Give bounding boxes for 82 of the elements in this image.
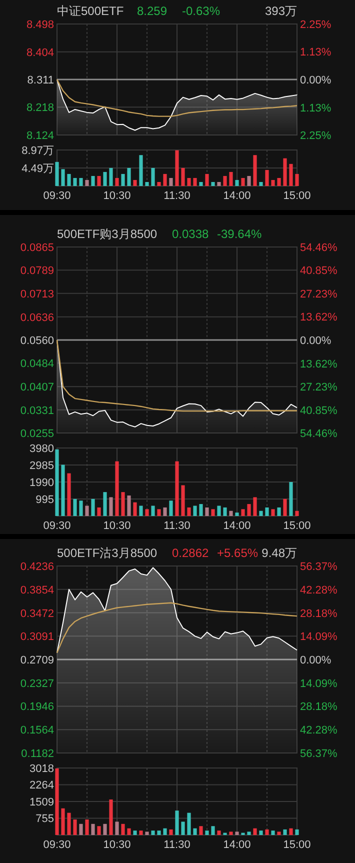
- y-tick-label: 1990: [30, 477, 54, 489]
- text: 393万: [264, 4, 297, 18]
- chart-title: 500ETF购3月8500: [57, 227, 158, 241]
- x-tick-label: 11:30: [164, 839, 190, 851]
- y2-tick-label: 1.13%: [300, 46, 332, 59]
- y2-tick-label: 2.25%: [300, 19, 332, 31]
- y-tick-label: 0.0255: [20, 428, 54, 440]
- y2-tick-label: 0.00%: [300, 74, 332, 86]
- y-tick-label: 1509: [30, 796, 54, 808]
- y2-tick-label: 54.46%: [300, 428, 338, 440]
- y2-tick-label: 27.23%: [300, 288, 338, 300]
- text: 0.0338: [172, 227, 210, 241]
- chart-title: 500ETF沽3月8500: [57, 546, 158, 560]
- y2-tick-label: 28.18%: [300, 608, 338, 620]
- y2-tick-label: 28.18%: [300, 701, 338, 714]
- y2-tick-label: 56.37%: [300, 748, 338, 760]
- y2-tick-label: 0.00%: [300, 335, 332, 347]
- y-tick-label: 0.1182: [21, 748, 54, 760]
- x-tick-label: 10:30: [103, 839, 131, 851]
- x-tick-label: 14:00: [223, 190, 251, 202]
- y2-tick-label: 54.46%: [300, 242, 338, 254]
- y-tick-label: 0.3854: [20, 584, 54, 596]
- y-tick-label: 0.0484: [20, 358, 54, 370]
- y-tick-label: 0.0865: [20, 242, 54, 254]
- y2-tick-label: 1.13%: [300, 102, 332, 114]
- x-tick-label: 11:30: [164, 520, 190, 532]
- y-tick-label: 755: [36, 813, 54, 826]
- x-tick-label: 11:30: [164, 190, 190, 202]
- y-tick-label: 4.49万: [22, 162, 54, 175]
- y-tick-label: 0.3472: [20, 608, 54, 620]
- text: -39.64%: [217, 227, 262, 241]
- y2-tick-label: 40.85%: [300, 265, 338, 278]
- y-tick-label: 0.0560: [20, 335, 54, 347]
- y-tick-label: 0.1564: [20, 724, 54, 737]
- y-tick-label: 0.0407: [20, 382, 54, 394]
- y-tick-label: 995: [36, 494, 54, 506]
- y2-tick-label: 2.25%: [300, 130, 332, 142]
- x-tick-label: 15:00: [283, 839, 311, 851]
- y-tick-label: 2985: [30, 460, 54, 472]
- y2-tick-label: 13.62%: [300, 358, 338, 370]
- y-tick-label: 3018: [30, 763, 54, 775]
- y2-tick-label: 42.28%: [300, 724, 338, 737]
- y-tick-label: 8.404: [26, 46, 54, 59]
- y2-tick-label: 42.28%: [300, 584, 338, 596]
- chart-title: 中证500ETF: [57, 4, 124, 18]
- y-tick-label: 0.4236: [20, 561, 54, 573]
- y2-tick-label: 14.09%: [300, 678, 338, 690]
- text: -0.63%: [182, 4, 220, 18]
- y2-tick-label: 14.09%: [300, 631, 338, 644]
- y-tick-label: 8.124: [26, 130, 54, 142]
- y-tick-label: 0.1946: [20, 701, 54, 714]
- y2-tick-label: 13.62%: [300, 312, 338, 324]
- y-tick-label: 0.2709: [20, 654, 54, 666]
- y-tick-label: 8.97万: [22, 145, 54, 157]
- x-tick-label: 09:30: [43, 520, 71, 532]
- y2-tick-label: 0.00%: [300, 654, 332, 666]
- y-tick-label: 0.2327: [20, 678, 54, 690]
- text: 0.2862: [172, 546, 210, 560]
- y-tick-label: 8.311: [27, 74, 54, 86]
- text: 8.259: [137, 4, 168, 18]
- y2-tick-label: 40.85%: [300, 404, 338, 417]
- y2-tick-label: 56.37%: [300, 561, 338, 573]
- text: 9.48万: [262, 546, 297, 560]
- x-tick-label: 10:30: [103, 520, 131, 532]
- y-tick-label: 2264: [30, 780, 54, 792]
- y-tick-label: 8.498: [26, 19, 54, 31]
- y-tick-label: 0.0713: [20, 288, 54, 300]
- text: +5.65%: [217, 546, 258, 560]
- x-tick-label: 15:00: [283, 190, 311, 202]
- y-tick-label: 0.0789: [20, 265, 54, 278]
- y-tick-label: 0.0331: [20, 404, 54, 417]
- y-tick-label: 0.3091: [20, 631, 54, 644]
- x-tick-label: 09:30: [43, 839, 71, 851]
- x-tick-label: 14:00: [223, 520, 251, 532]
- x-tick-label: 10:30: [103, 190, 131, 202]
- y-tick-label: 0.0636: [20, 312, 54, 324]
- y2-tick-label: 27.23%: [300, 382, 338, 394]
- x-tick-label: 09:30: [43, 190, 71, 202]
- x-tick-label: 14:00: [223, 839, 251, 851]
- y-tick-label: 8.218: [26, 102, 54, 114]
- y-tick-label: 3980: [30, 443, 54, 455]
- x-tick-label: 15:00: [283, 520, 311, 532]
